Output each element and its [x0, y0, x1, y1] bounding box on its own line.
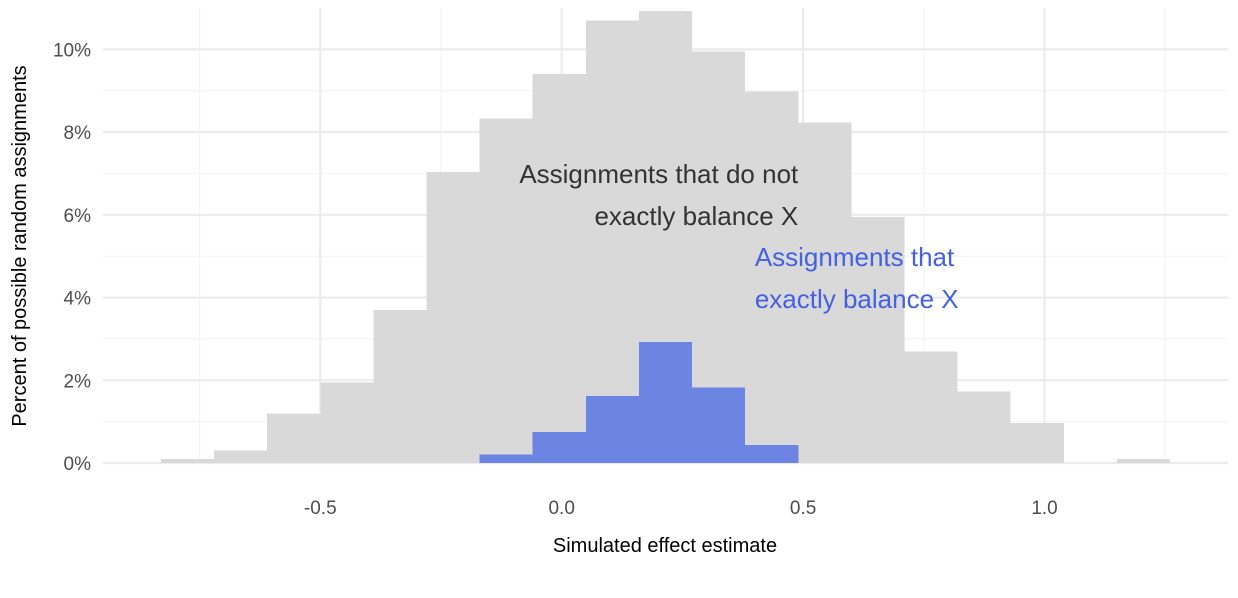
balanced-bar	[745, 445, 799, 463]
x-tick-label: -0.5	[304, 498, 337, 519]
balanced-bar	[692, 387, 746, 463]
not-balanced-bar	[798, 122, 852, 463]
y-tick-label: 0%	[64, 454, 92, 475]
not-balanced-bar	[585, 20, 639, 464]
not-balanced-bar	[160, 458, 215, 463]
not-balanced-bar	[957, 391, 1011, 463]
balanced-bar	[479, 454, 533, 463]
not-balanced-bar	[426, 172, 480, 464]
x-tick-label: 1.0	[1031, 498, 1057, 519]
not-balanced-bar	[479, 118, 533, 463]
not-balanced-bar	[373, 309, 427, 463]
x-axis-title: Simulated effect estimate	[553, 535, 777, 557]
not-balanced-annotation: Assignments that do not exactly balance X	[519, 159, 799, 231]
y-tick-label: 6%	[64, 206, 92, 227]
not-balanced-bar	[267, 413, 321, 463]
balanced-bar	[585, 395, 639, 463]
annotations: Assignments that do not exactly balance X…	[519, 159, 958, 314]
not-balanced-bar	[745, 91, 799, 464]
y-axis-tick-labels: 0% 2% 4% 6% 8% 10%	[53, 40, 91, 475]
y-tick-label: 2%	[64, 371, 92, 392]
annotation-line: exactly balance X	[755, 284, 959, 314]
y-axis-title: Percent of possible random assignments	[9, 65, 31, 426]
x-tick-label: 0.5	[790, 498, 816, 519]
balanced-bar	[638, 341, 693, 463]
not-balanced-bar	[1010, 422, 1064, 463]
balanced-bar	[532, 431, 586, 463]
not-balanced-bar	[904, 351, 958, 463]
not-balanced-bar	[532, 74, 586, 463]
x-tick-label: 0.0	[548, 498, 574, 519]
y-tick-label: 10%	[53, 40, 91, 61]
y-tick-label: 8%	[64, 123, 92, 144]
y-tick-label: 4%	[64, 289, 92, 310]
not-balanced-bar	[214, 450, 268, 463]
annotation-line: exactly balance X	[594, 201, 798, 231]
not-balanced-bar	[851, 216, 905, 463]
not-balanced-bar	[320, 382, 374, 463]
x-axis-tick-labels: -0.5 0.0 0.5 1.0	[304, 498, 1058, 519]
balanced-bars	[479, 341, 799, 463]
not-balanced-bar	[1116, 458, 1171, 463]
annotation-line: Assignments that	[755, 242, 955, 272]
balanced-annotation: Assignments that exactly balance X	[755, 242, 959, 314]
annotation-line: Assignments that do not	[519, 159, 799, 189]
